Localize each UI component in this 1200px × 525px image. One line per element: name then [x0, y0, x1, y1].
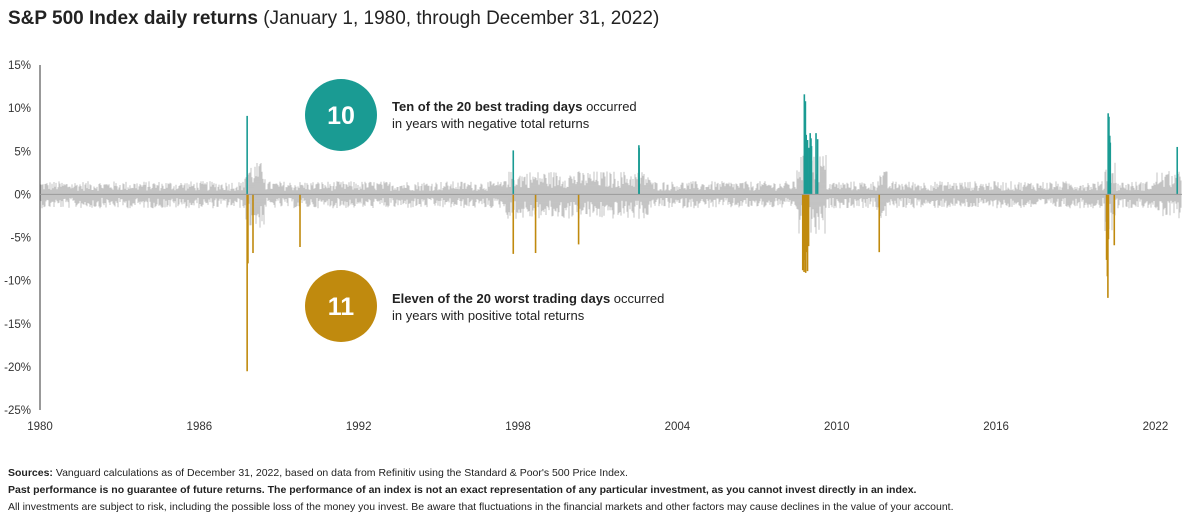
- x-tick-label: 1986: [187, 421, 213, 433]
- y-tick-label: -20%: [4, 362, 31, 374]
- sources-note: Sources: Vanguard calculations as of Dec…: [8, 465, 954, 482]
- worst-days-circle: [305, 270, 377, 342]
- callout-circles: 10 11: [305, 79, 377, 342]
- worst-days-bold: Eleven of the 20 worst trading days: [392, 291, 611, 306]
- worst-days-series: [246, 194, 1116, 372]
- best-days-series: [246, 94, 1179, 195]
- y-tick-label: 0%: [14, 189, 31, 201]
- best-days-line2: in years with negative total returns: [392, 116, 590, 131]
- y-tick-label: 5%: [14, 146, 31, 158]
- sources-label: Sources:: [8, 467, 53, 479]
- sources-text: Vanguard calculations as of December 31,…: [52, 467, 628, 479]
- x-tick-label: 1998: [505, 421, 531, 433]
- chart-title-date-range: (January 1, 1980, through December 31, 2…: [257, 8, 660, 29]
- background-returns: [40, 153, 1182, 234]
- past-performance-note: Past performance is no guarantee of futu…: [8, 482, 954, 499]
- x-tick-label: 2004: [665, 421, 691, 433]
- best-days-bold: Ten of the 20 best trading days: [392, 99, 583, 114]
- y-tick-label: 15%: [8, 60, 31, 72]
- worst-days-line2: in years with positive total returns: [392, 308, 585, 323]
- footnotes: Sources: Vanguard calculations as of Dec…: [8, 465, 954, 516]
- y-tick-label: -25%: [4, 405, 31, 417]
- best-days-rest: occurred: [582, 99, 637, 114]
- worst-days-rest: occurred: [610, 291, 665, 306]
- chart-title: S&P 500 Index daily returns (January 1, …: [8, 8, 659, 30]
- y-axis: 15% 10% 5% 0% -5% -10% -15% -20% -25%: [4, 60, 41, 417]
- best-days-circle: [305, 79, 377, 151]
- background-returns-path: [40, 153, 1182, 234]
- worst-days-callout: Eleven of the 20 worst trading days occu…: [392, 290, 664, 324]
- best-days-number: 10: [327, 102, 355, 130]
- y-tick-label: -5%: [11, 233, 31, 245]
- x-axis: 1980 1986 1992 1998 2004 2010 2016 2022: [27, 193, 1182, 433]
- best-days-callout: Ten of the 20 best trading days occurred…: [392, 98, 637, 132]
- y-tick-label: -15%: [4, 319, 31, 331]
- chart-title-bold: S&P 500 Index daily returns: [8, 8, 258, 29]
- x-tick-label: 1992: [346, 421, 372, 433]
- x-tick-label: 2022: [1143, 421, 1169, 433]
- x-tick-label: 2016: [983, 421, 1009, 433]
- risk-note: All investments are subject to risk, inc…: [8, 501, 954, 513]
- returns-chart: 15%10%5%0%-5%-10%-15%-20%-25% 1980 1986 19…: [4, 60, 1182, 433]
- disclaimer-bold: Past performance is no guarantee of futu…: [8, 484, 917, 496]
- x-tick-label: 2010: [824, 421, 850, 433]
- worst-days-number: 11: [328, 293, 355, 321]
- x-tick-label: 1980: [27, 421, 53, 433]
- y-tick-label: -10%: [4, 276, 31, 288]
- y-tick-label: 10%: [8, 103, 31, 115]
